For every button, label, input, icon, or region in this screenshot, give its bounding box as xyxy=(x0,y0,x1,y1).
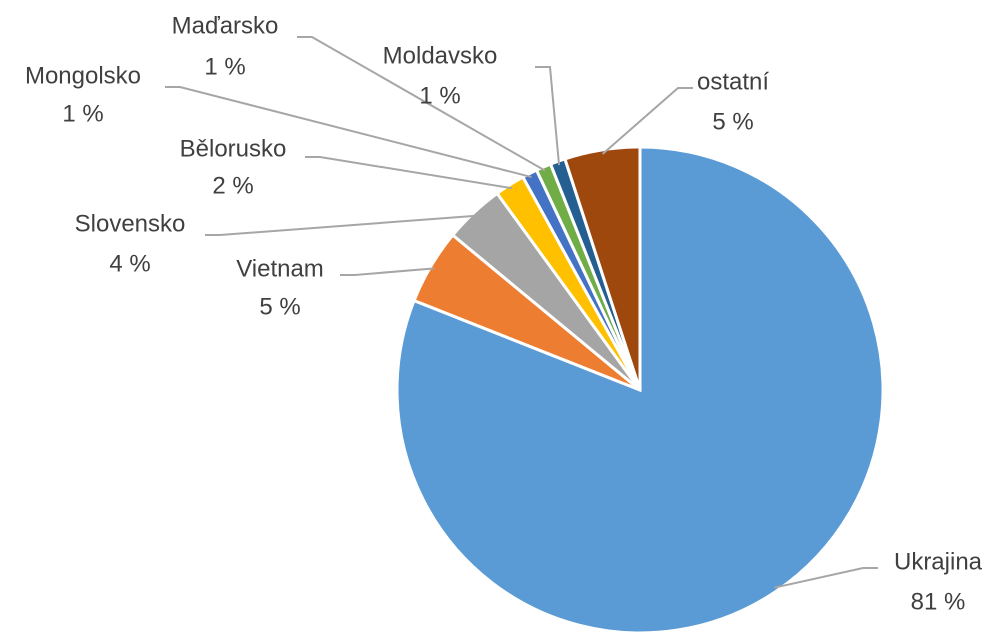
slice-label: Ukrajina xyxy=(894,548,983,575)
slice-label: Maďarsko xyxy=(172,12,279,39)
leader-line xyxy=(535,66,561,166)
slice-label: Vietnam xyxy=(236,255,324,282)
pie-slice xyxy=(395,145,885,633)
slice-label: Slovensko xyxy=(75,210,186,237)
leader-line xyxy=(305,156,513,190)
slice-label: Mongolsko xyxy=(25,62,141,89)
slice-value-label: 1 % xyxy=(419,82,460,109)
slice-value-label: 5 % xyxy=(259,293,300,320)
leader-line xyxy=(601,87,693,155)
leader-line xyxy=(165,86,532,179)
leader-line xyxy=(340,267,435,276)
slice-value-label: 5 % xyxy=(712,108,753,135)
leader-line xyxy=(774,567,878,589)
slice-value-label: 2 % xyxy=(212,172,253,199)
slice-label: Moldavsko xyxy=(383,42,498,69)
slice-label: Bělorusko xyxy=(180,135,287,162)
slice-value-label: 4 % xyxy=(109,250,150,277)
slice-value-label: 1 % xyxy=(62,100,103,127)
slice-label: ostatní xyxy=(697,68,769,95)
slice-value-label: 1 % xyxy=(204,53,245,80)
leader-line xyxy=(297,36,546,172)
slice-value-label: 81 % xyxy=(911,588,966,615)
pie-slice xyxy=(563,145,642,391)
leader-line xyxy=(205,214,477,236)
